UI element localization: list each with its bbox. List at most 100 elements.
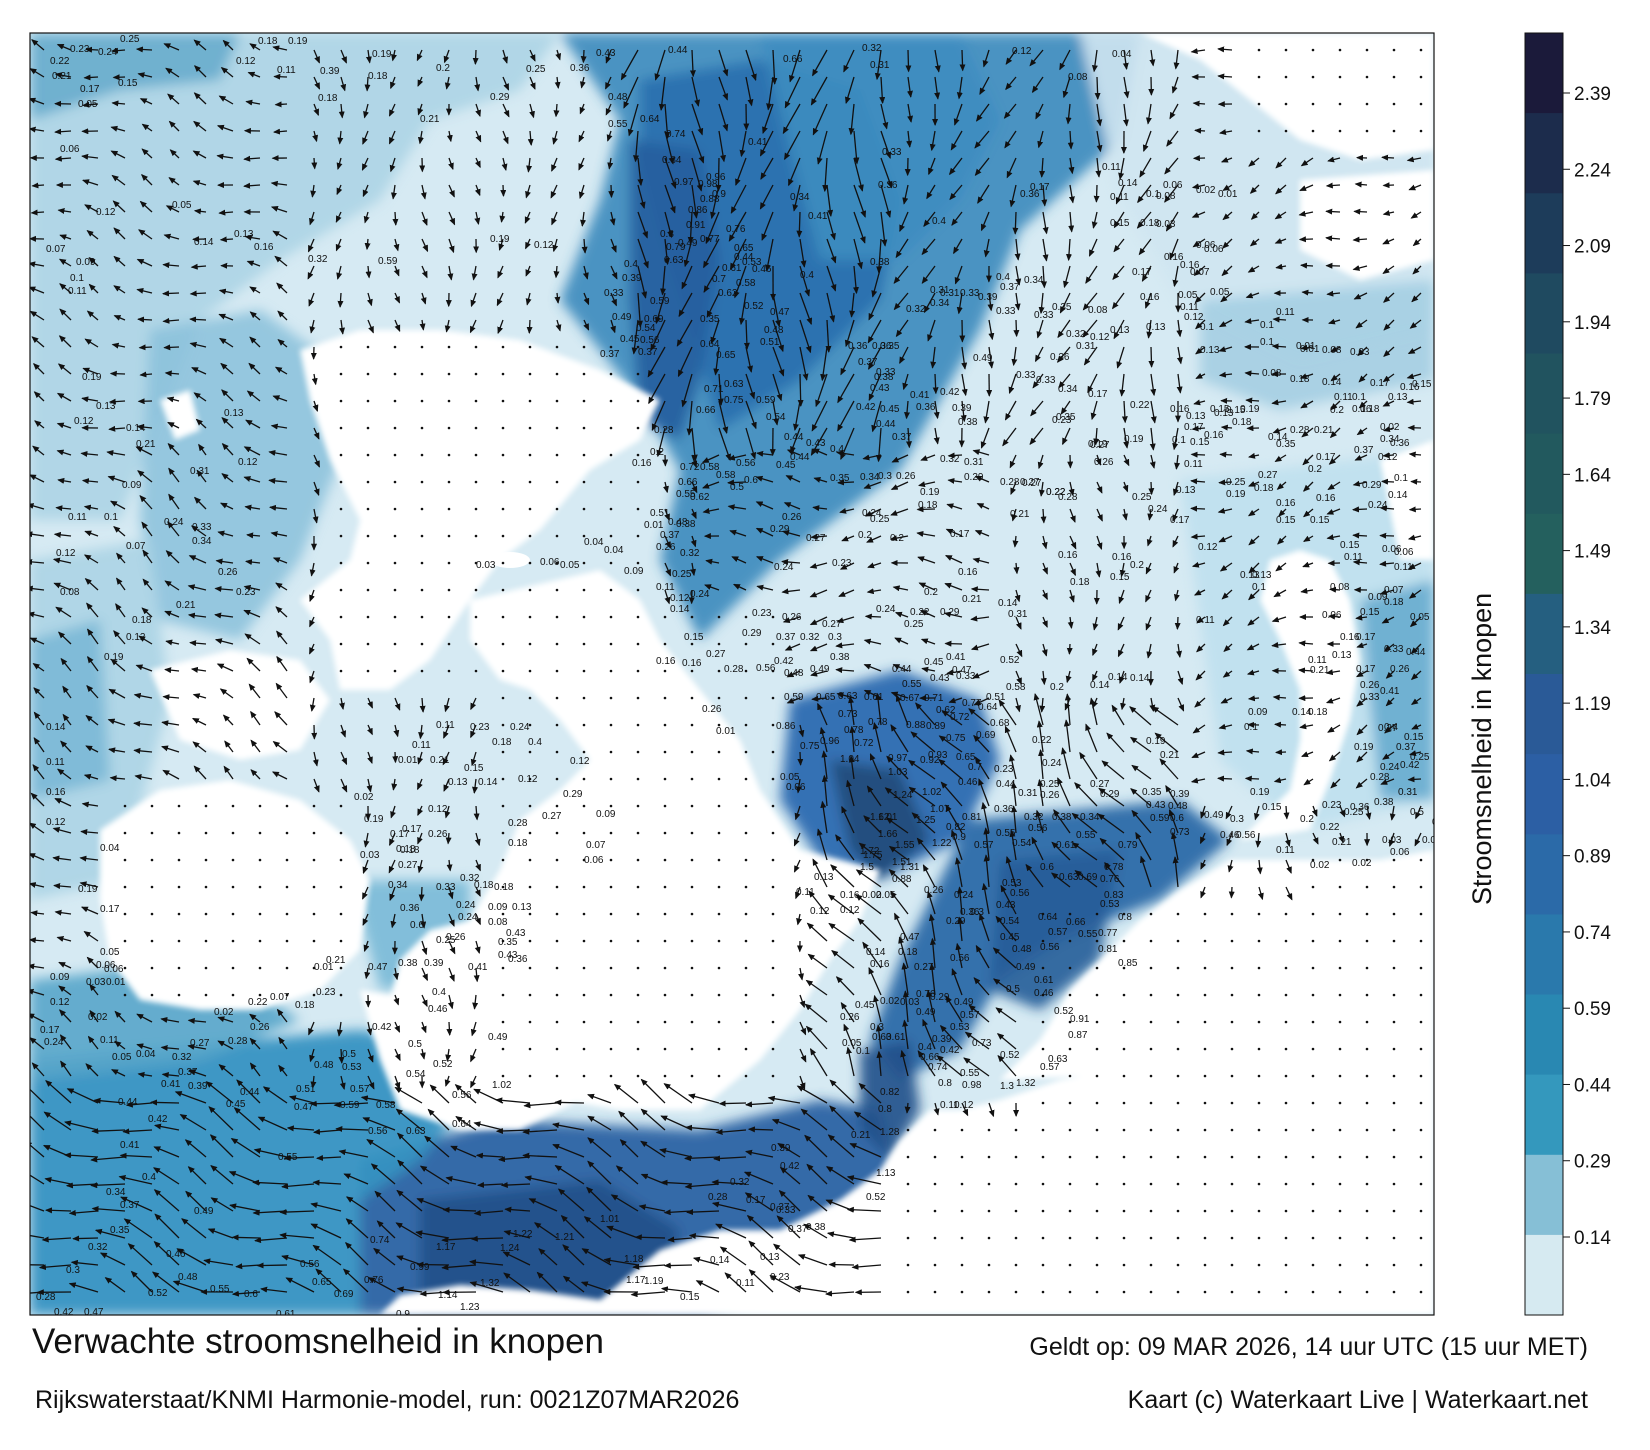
grid-dot	[771, 966, 775, 970]
current-arrow	[313, 481, 320, 496]
grid-dot	[393, 588, 397, 592]
grid-dot	[1419, 1128, 1423, 1132]
speed-label: 0.11	[100, 1035, 119, 1046]
grid-dot	[1284, 1209, 1288, 1213]
current-arrow	[1096, 481, 1103, 494]
grid-dot	[1392, 48, 1396, 52]
current-arrow	[1003, 103, 1017, 119]
speed-label: 0.02	[354, 792, 374, 803]
current-arrow	[1193, 399, 1206, 406]
current-arrow	[340, 76, 347, 92]
current-arrow	[245, 99, 261, 106]
grid-dot	[1041, 966, 1045, 970]
current-arrow	[1008, 373, 1017, 395]
grid-dot	[339, 993, 343, 997]
grid-dot	[555, 588, 559, 592]
speed-label: 0.11	[277, 65, 296, 76]
grid-dot	[1365, 885, 1369, 889]
grid-dot	[582, 804, 586, 808]
grid-dot	[555, 858, 559, 862]
speed-label: 0.34	[860, 472, 880, 483]
current-arrow	[193, 92, 207, 105]
grid-dot	[1311, 129, 1315, 133]
current-arrow	[627, 103, 639, 137]
current-arrow	[605, 103, 612, 116]
speed-label: 0.16	[1164, 252, 1184, 263]
speed-label: 0.45	[1000, 932, 1020, 943]
current-arrow	[554, 1099, 585, 1106]
grid-dot	[528, 588, 532, 592]
current-arrow	[525, 238, 531, 250]
grid-dot	[339, 426, 343, 430]
speed-label: 0.11	[1394, 562, 1413, 573]
current-arrow	[367, 319, 374, 334]
current-arrow	[108, 398, 126, 405]
speed-label: 0.71	[924, 693, 944, 704]
speed-label: 0.32	[172, 1052, 192, 1063]
speed-label: 0.53	[342, 1062, 362, 1073]
speed-label: 0.21	[430, 755, 450, 766]
grid-dot	[123, 993, 127, 997]
grid-dot	[933, 1209, 937, 1213]
grid-dot	[906, 1209, 910, 1213]
grid-dot	[609, 669, 613, 673]
speed-label: 0.8	[878, 1104, 892, 1115]
current-arrow	[1409, 319, 1422, 329]
current-arrow	[1069, 508, 1076, 523]
speed-label: 0.61	[1056, 840, 1076, 851]
grid-dot	[501, 804, 505, 808]
current-arrow	[637, 157, 644, 187]
grid-dot	[663, 939, 667, 943]
current-arrow	[447, 265, 454, 281]
grid-dot	[744, 615, 748, 619]
speed-label: 0.12	[46, 817, 66, 828]
grid-dot	[528, 1020, 532, 1024]
current-arrow	[362, 184, 369, 198]
grid-dot	[1068, 1155, 1072, 1159]
current-arrow	[138, 229, 153, 240]
current-arrow	[1118, 157, 1125, 180]
current-arrow	[1009, 184, 1017, 208]
grid-dot	[1392, 885, 1396, 889]
speed-label: 1.01	[878, 812, 898, 823]
current-arrow	[337, 130, 344, 145]
speed-label: 0.27	[1022, 478, 1042, 489]
grid-dot	[1068, 1236, 1072, 1240]
grid-dot	[528, 399, 532, 403]
current-arrow	[272, 230, 288, 240]
grid-dot	[717, 885, 721, 889]
grid-dot	[1257, 75, 1261, 79]
grid-dot	[1311, 48, 1315, 52]
grid-dot	[609, 426, 613, 430]
speed-label: 0.06	[1163, 180, 1183, 191]
current-arrow	[1122, 103, 1129, 127]
current-arrow	[1150, 400, 1157, 424]
speed-label: 0.26	[840, 1012, 860, 1023]
speed-label: 0.1	[1352, 392, 1366, 403]
grid-dot	[150, 939, 154, 943]
speed-label: 0.36	[570, 63, 590, 74]
current-arrow	[191, 367, 207, 375]
current-arrow	[933, 400, 940, 420]
current-arrow	[853, 184, 867, 218]
current-arrow	[718, 49, 729, 77]
speed-label: 0.11	[1180, 302, 1199, 313]
speed-label: 0.35	[110, 1225, 130, 1236]
grid-dot	[1203, 1182, 1207, 1186]
speed-label: 0.8	[1118, 912, 1132, 923]
current-arrow	[168, 467, 180, 483]
current-arrow	[702, 507, 720, 514]
current-arrow	[1062, 427, 1071, 446]
current-arrow	[500, 184, 507, 197]
speed-label: 0.55	[1076, 830, 1096, 841]
grid-dot	[1284, 1155, 1288, 1159]
current-arrow	[1249, 238, 1260, 247]
grid-dot	[1014, 1128, 1018, 1132]
speed-label: 0.21	[851, 1130, 871, 1141]
current-arrow	[552, 238, 559, 253]
speed-label: 0.28	[1290, 425, 1310, 436]
speed-label: 0.31	[940, 288, 960, 299]
grid-dot	[582, 372, 586, 376]
current-arrow	[85, 46, 99, 53]
speed-label: 0.21	[1010, 509, 1030, 520]
